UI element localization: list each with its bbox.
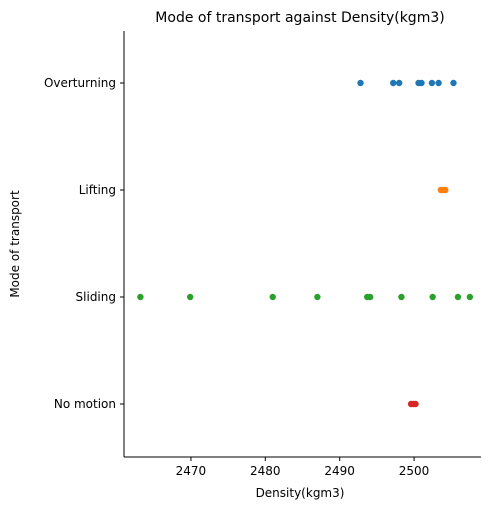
point-sliding <box>398 293 405 301</box>
y-tick-label-no-motion: No motion <box>54 397 116 411</box>
x-tick-label: 2470 <box>176 464 207 478</box>
point-sliding <box>429 293 436 301</box>
point-overturning <box>418 79 425 87</box>
y-axis: Overturning Lifting Sliding No motion <box>44 31 125 457</box>
y-tick-group: Overturning Lifting Sliding No motion <box>44 76 124 411</box>
point-overturning <box>450 79 457 87</box>
x-tick-label: 2480 <box>250 464 281 478</box>
point-sliding <box>269 293 276 301</box>
point-overturning <box>435 79 442 87</box>
point-lifting <box>442 186 449 194</box>
x-axis-label: Density(kgm3) <box>256 486 345 500</box>
chart-title: Mode of transport against Density(kgm3) <box>155 10 444 26</box>
point-overturning <box>390 79 397 87</box>
point-overturning <box>395 79 403 87</box>
x-axis: 2470 2480 2490 2500 <box>124 456 481 478</box>
point-overturning <box>357 79 364 87</box>
point-sliding <box>314 293 321 301</box>
point-no-motion <box>412 400 419 408</box>
data-points <box>137 79 474 408</box>
x-tick-label: 2500 <box>399 464 430 478</box>
point-sliding <box>454 293 462 301</box>
point-overturning <box>428 79 436 87</box>
y-tick-label-lifting: Lifting <box>79 183 116 197</box>
x-tick-label: 2490 <box>324 464 355 478</box>
point-sliding <box>186 293 194 301</box>
y-tick-label-overturning: Overturning <box>44 76 116 90</box>
y-tick-label-sliding: Sliding <box>76 290 116 304</box>
y-axis-label: Mode of transport <box>8 190 22 298</box>
point-sliding <box>466 293 474 301</box>
point-sliding <box>366 293 374 301</box>
point-sliding <box>137 293 144 301</box>
x-tick-group: 2470 2480 2490 2500 <box>176 457 430 478</box>
